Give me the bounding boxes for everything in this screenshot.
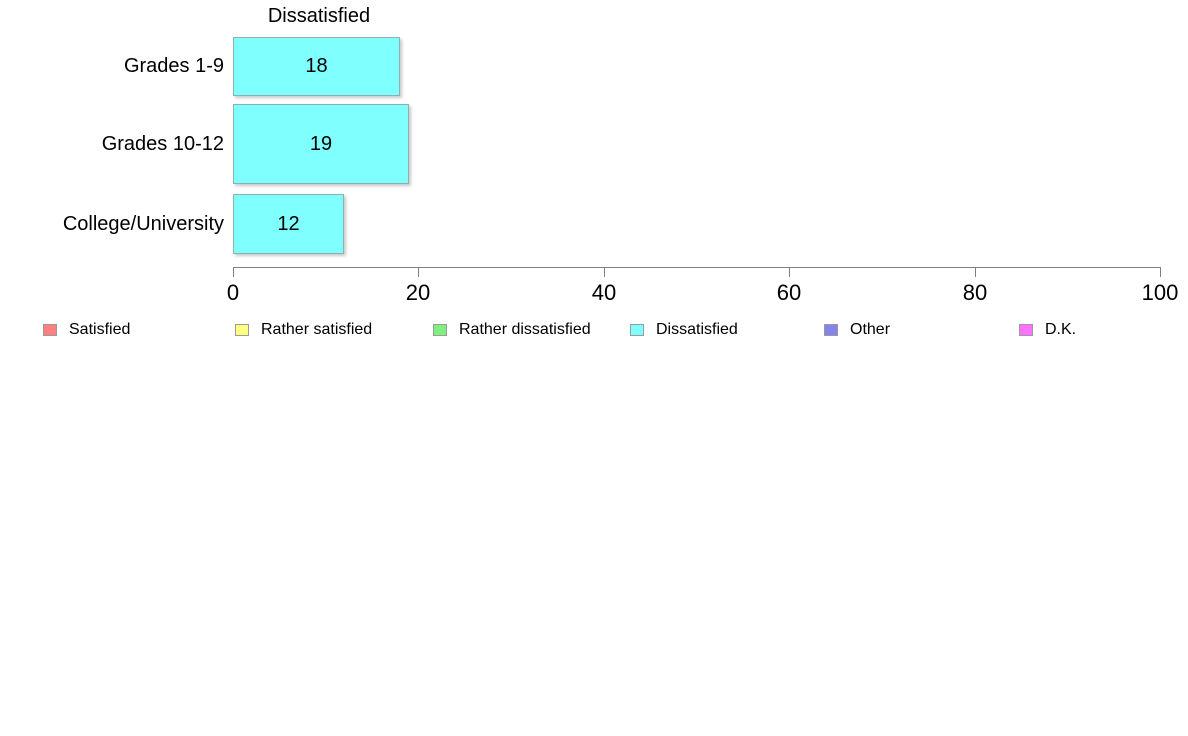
x-axis-tick-label: 60: [776, 280, 802, 305]
x-axis-tick: [604, 267, 605, 277]
x-axis-tick: [789, 267, 790, 277]
x-axis-tick-label: 40: [591, 280, 617, 305]
chart-title: Dissatisfied: [267, 5, 371, 27]
x-axis-tick-label: 80: [962, 280, 988, 305]
x-axis-tick-label: 100: [1141, 280, 1179, 305]
legend-swatch: [43, 324, 57, 336]
bar: 19: [233, 104, 409, 184]
legend-label: Other: [850, 321, 891, 338]
legend-label: Rather satisfied: [261, 321, 373, 338]
legend-swatch: [433, 324, 447, 336]
category-label: College/University: [62, 213, 224, 235]
x-axis-tick: [233, 267, 234, 277]
category-label: Grades 1-9: [123, 55, 224, 77]
x-axis-line: [233, 267, 1161, 268]
legend-item: D.K.: [1019, 321, 1076, 339]
category-label: Grades 10-12: [101, 133, 224, 155]
legend-swatch: [1019, 324, 1033, 336]
legend-label: Rather dissatisfied: [459, 321, 591, 338]
legend-label: D.K.: [1045, 321, 1077, 338]
legend-item: Satisfied: [43, 321, 130, 339]
x-axis-tick: [418, 267, 419, 277]
legend-swatch: [235, 324, 249, 336]
x-axis-tick-label: 20: [405, 280, 431, 305]
legend-item: Dissatisfied: [630, 321, 738, 339]
x-axis-tick-label: 0: [226, 280, 240, 305]
bar-value-label: 18: [305, 55, 328, 77]
legend-swatch: [630, 324, 644, 336]
bar-value-label: 12: [277, 213, 300, 235]
bar-value-label: 19: [309, 133, 333, 155]
bar: 12: [233, 194, 344, 254]
legend-item: Rather dissatisfied: [433, 321, 591, 339]
legend-label: Dissatisfied: [656, 321, 738, 338]
legend-label: Satisfied: [69, 321, 131, 338]
x-axis-tick: [975, 267, 976, 277]
legend-swatch: [824, 324, 838, 336]
legend-item: Other: [824, 321, 890, 339]
bar: 18: [233, 37, 400, 96]
x-axis-tick: [1160, 267, 1161, 277]
legend-item: Rather satisfied: [235, 321, 372, 339]
